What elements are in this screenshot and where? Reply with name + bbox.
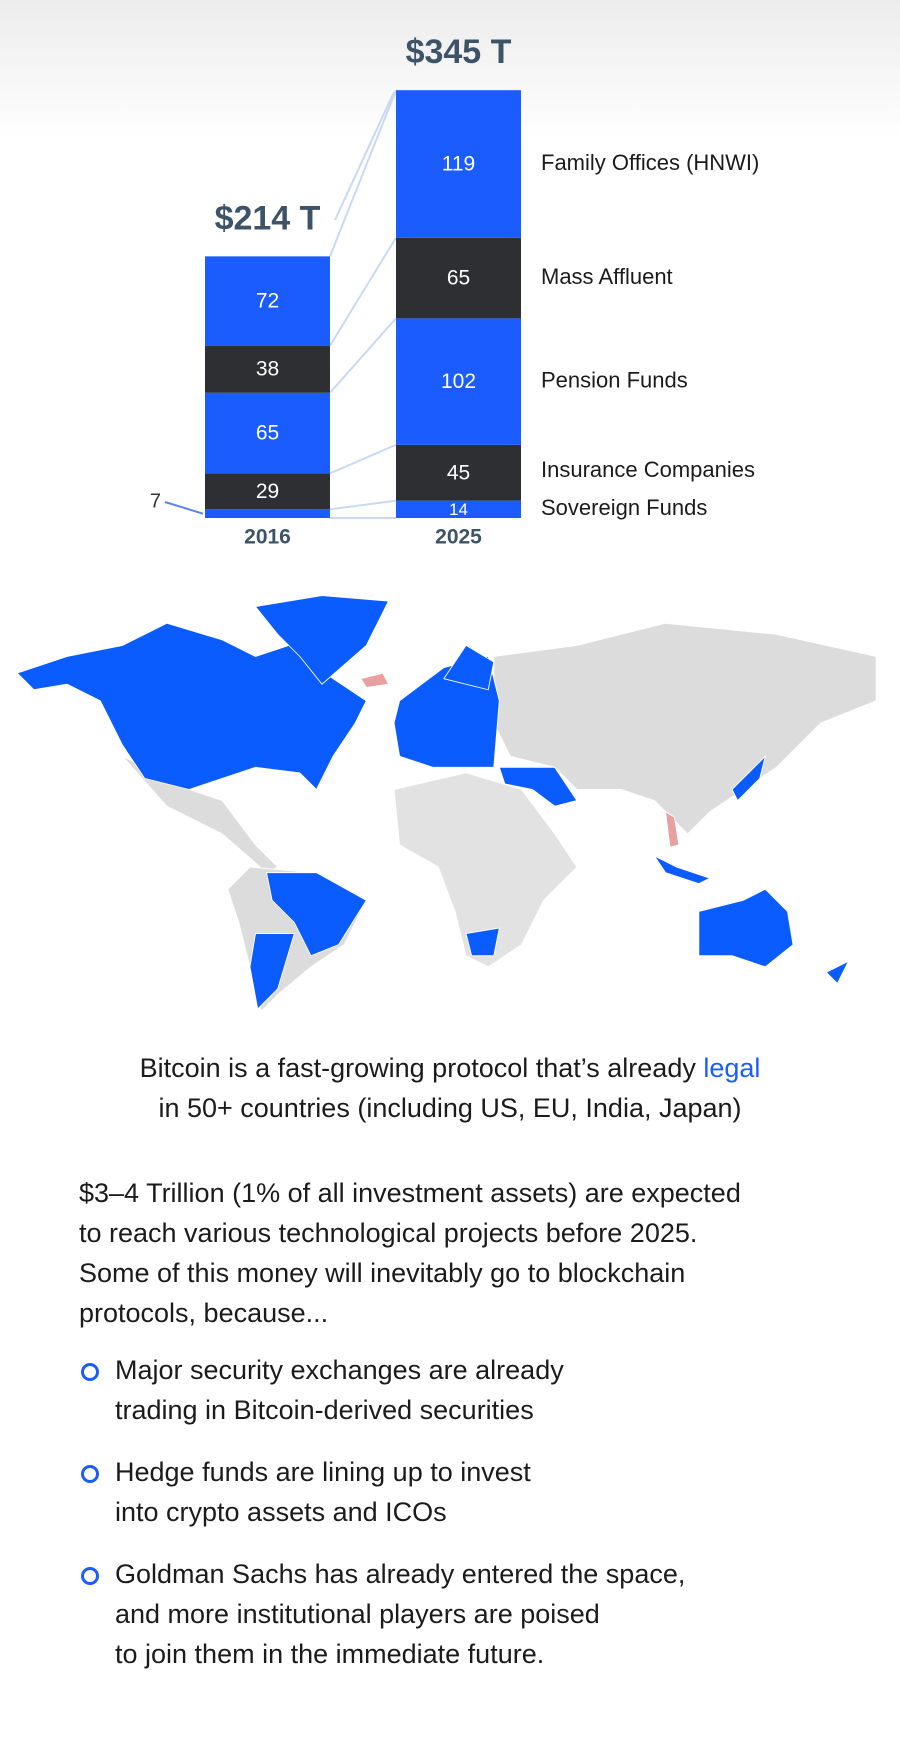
x-tick-label: 2016 bbox=[244, 526, 291, 549]
bar-segment bbox=[205, 345, 330, 393]
southeast-asia bbox=[653, 854, 712, 885]
brazil bbox=[266, 872, 367, 957]
bullet-line: Major security exchanges are already bbox=[115, 1355, 564, 1385]
australia bbox=[698, 888, 794, 968]
new-zealand bbox=[825, 960, 850, 985]
total-label: $345 T bbox=[406, 33, 512, 71]
asia bbox=[493, 622, 877, 835]
bar-segment bbox=[396, 444, 521, 501]
bar-segment bbox=[205, 256, 330, 346]
bar-segment bbox=[396, 500, 521, 518]
paragraph-line: Some of this money will inevitably go to… bbox=[79, 1258, 686, 1288]
value-label: 7 bbox=[150, 490, 161, 512]
legend-label: Pension Funds bbox=[541, 367, 688, 392]
iceland bbox=[360, 672, 390, 689]
value-label: 102 bbox=[441, 370, 476, 393]
connector bbox=[329, 317, 397, 394]
world-map bbox=[16, 595, 877, 1013]
intro-before: Bitcoin is a fast-growing protocol that’… bbox=[139, 1053, 696, 1083]
paragraph-line: $3–4 Trillion (1% of all investment asse… bbox=[79, 1178, 741, 1208]
intro-after: in 50+ countries (including US, EU, Indi… bbox=[158, 1093, 742, 1123]
connector bbox=[329, 443, 397, 475]
bullet-line: trading in Bitcoin-derived securities bbox=[115, 1395, 534, 1425]
value-label: 72 bbox=[256, 290, 279, 313]
south-africa bbox=[465, 927, 500, 957]
scandinavia bbox=[443, 644, 495, 691]
bar-segment bbox=[205, 392, 330, 474]
leader-line bbox=[164, 501, 204, 515]
value-label: 119 bbox=[442, 153, 475, 176]
connector bbox=[334, 91, 395, 221]
north-america bbox=[16, 622, 367, 791]
paragraph-line: protocols, because... bbox=[79, 1298, 329, 1328]
paragraph: $3–4 Trillion (1% of all investment asse… bbox=[79, 1173, 741, 1333]
paragraph-line: to reach various technological projects … bbox=[79, 1218, 698, 1248]
value-label: 65 bbox=[447, 267, 470, 290]
japan bbox=[731, 754, 767, 802]
middle-east bbox=[498, 766, 578, 807]
bar-segment bbox=[205, 473, 330, 510]
bar-segment bbox=[396, 237, 521, 319]
bullet-list: Major security exchanges are already trad… bbox=[79, 1350, 685, 1696]
intro-text: Bitcoin is a fast-growing protocol that’… bbox=[0, 1048, 900, 1128]
bullet-line: to join them in the immediate future. bbox=[115, 1639, 545, 1669]
bullet-line: and more institutional players are poise… bbox=[115, 1599, 600, 1629]
central-america bbox=[122, 755, 279, 874]
africa bbox=[393, 772, 578, 968]
bullet-item: Goldman Sachs has already entered the sp… bbox=[79, 1554, 685, 1674]
argentina bbox=[249, 933, 295, 1010]
total-label: $214 T bbox=[215, 199, 321, 237]
bullet-line: Hedge funds are lining up to invest bbox=[115, 1457, 531, 1487]
bar-segment bbox=[396, 318, 521, 445]
vietnam bbox=[665, 810, 680, 848]
x-tick-label: 2025 bbox=[435, 526, 482, 549]
intro-highlight: legal bbox=[703, 1053, 761, 1083]
bar-segment bbox=[396, 90, 521, 238]
legend-label: Mass Affluent bbox=[541, 264, 673, 289]
connector bbox=[329, 499, 397, 511]
value-label: 45 bbox=[447, 461, 470, 484]
legend-label: Insurance Companies bbox=[541, 457, 755, 482]
value-label: 29 bbox=[256, 480, 279, 503]
greenland bbox=[254, 595, 390, 685]
connector bbox=[329, 89, 397, 257]
legend-label: Family Offices (HNWI) bbox=[541, 150, 759, 175]
chart: 7 29 65 38 72 $214 T 2016 14 45 102 65 119 $345 T 202… bbox=[150, 33, 760, 549]
value-label: 38 bbox=[256, 358, 279, 381]
bullet-item: Hedge funds are lining up to invest into … bbox=[79, 1452, 685, 1532]
legend-label: Sovereign Funds bbox=[541, 495, 707, 520]
bullet-line: into crypto assets and ICOs bbox=[115, 1497, 447, 1527]
connector bbox=[329, 237, 397, 347]
value-label: 65 bbox=[256, 422, 279, 445]
bullet-item: Major security exchanges are already trad… bbox=[79, 1350, 685, 1430]
value-label: 14 bbox=[449, 500, 468, 519]
bullet-line: Goldman Sachs has already entered the sp… bbox=[115, 1559, 686, 1589]
bar-segment bbox=[205, 509, 330, 518]
